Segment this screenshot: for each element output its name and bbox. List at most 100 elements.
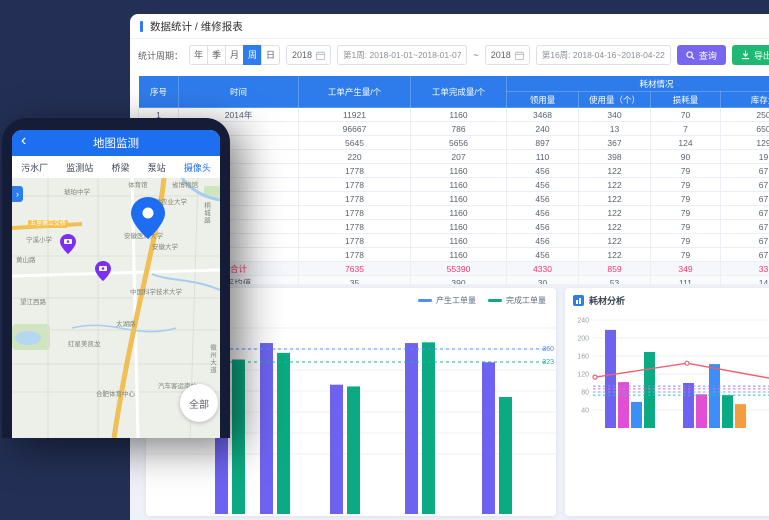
legend-item[interactable]: 产生工单量 [418,295,476,306]
selected-location-pin[interactable] [131,197,165,244]
map-label: 红星美凯龙 [68,342,101,349]
table-cell: 456 [507,192,579,206]
phone-mockup: ‹ 地图监测 污水厂监测站桥梁泵站摄像头 [2,118,230,438]
col-header: 工单产生量/个 [299,76,411,108]
filter-bar: 统计周期： 年季月周日 2018 第1周: 2018-01-01~2018-01… [130,39,769,71]
table-cell: 456 [507,206,579,220]
table-cell: 1778 [299,206,411,220]
phone-tab-桥梁[interactable]: 桥梁 [111,161,129,174]
week-range-to-input[interactable]: 第16周: 2018-04-16~2018-04-22 [536,45,671,65]
svg-text:360: 360 [542,346,554,353]
table-cell: 1160 [411,206,507,220]
table-row: 42202071103989019 [139,150,769,164]
table-row: 12014年119211160346834070250 [139,108,769,122]
table-cell: 1778 [299,178,411,192]
svg-text:80: 80 [581,390,589,397]
legend-swatch [418,299,432,302]
table-cell: 1778 [299,234,411,248]
map-label: 安徽大学 [152,245,178,252]
phone-tab-摄像头[interactable]: 摄像头 [184,161,211,174]
period-option[interactable]: 年 [189,45,208,65]
map-label: 桐城路 [202,202,209,225]
table-cell: 220 [299,150,411,164]
table-cell: 1160 [411,234,507,248]
legend-item[interactable]: 完成工单量 [488,295,546,306]
sub-header: 损耗量 [651,92,721,108]
legend-label: 产生工单量 [436,295,476,306]
table-cell: 1160 [411,192,507,206]
camera-marker[interactable] [60,234,76,259]
map-label: 徽州大道 [208,344,215,374]
table-cell: 7 [651,122,721,136]
period-option[interactable]: 月 [225,45,244,65]
table-cell: 367 [579,136,651,150]
calendar-icon [515,51,524,60]
table-cell: 250 [721,108,769,122]
phone-tab-泵站[interactable]: 泵站 [148,161,166,174]
table-cell: 1778 [299,164,411,178]
consumable-chart-title-text: 耗材分析 [589,294,625,307]
period-option[interactable]: 日 [261,45,280,65]
all-filter-button[interactable]: 全部 [180,384,218,422]
table-cell: 96667 [299,122,411,136]
map-label: 体育馆 [128,183,148,190]
table-cell: 786 [411,122,507,136]
table-cell: 1160 [411,164,507,178]
table-cell: 349 [651,262,721,276]
table-row: 356455656897367124129 [139,136,769,150]
export-excel-button[interactable]: 导出Excel [732,45,769,65]
table-cell: 1160 [411,108,507,122]
breadcrumb-text: 数据统计 / 维修报表 [150,19,243,34]
camera-marker[interactable] [95,261,111,286]
table-cell: 340 [579,108,651,122]
table-cell: 122 [579,234,651,248]
table-cell: 122 [579,220,651,234]
table-cell: 456 [507,164,579,178]
year-from-select[interactable]: 2018 [286,45,331,65]
breadcrumb-accent [140,21,143,32]
svg-text:160: 160 [577,354,589,361]
legend-swatch [488,299,502,302]
table-cell: 13 [579,122,651,136]
map-label: 中国科学技术大学 [130,290,182,297]
table-cell: 456 [507,248,579,262]
sub-header: 库存量 [721,92,769,108]
year-to-select[interactable]: 2018 [485,45,530,65]
period-option[interactable]: 季 [207,45,226,65]
svg-text:120: 120 [577,372,589,379]
table-cell: 7635 [299,262,411,276]
report-table: 序号 时间 工单产生量/个 工单完成量/个 耗材情况 领用量 使用量（个） 损耗… [138,75,769,290]
map-label: 琥珀中学 [64,190,90,197]
table-cell: 207 [411,150,507,164]
query-button[interactable]: 查询 [677,45,726,65]
phone-tab-污水厂[interactable]: 污水厂 [21,161,48,174]
week-range-from-value: 第1周: 2018-01-01~2018-01-07 [343,49,461,61]
map-view[interactable]: › 全部 体育馆省博物馆琥珀中学安徽农业大学五里墩立交桥宁溪小学安徽医科大学安徽… [12,178,220,438]
table-cell: 67 [721,178,769,192]
calendar-icon [316,51,325,60]
app-root: { "colors":{"bg":"#232f55","primary":"#2… [0,0,769,420]
map-expander-button[interactable]: › [12,186,23,202]
query-label: 查询 [699,49,717,62]
table-cell: 67 [721,220,769,234]
week-range-from-input[interactable]: 第1周: 2018-01-01~2018-01-07 [337,45,467,65]
table-cell: 110 [507,150,579,164]
table-cell: 55390 [411,262,507,276]
table-cell: 240 [507,122,579,136]
table-cell: 122 [579,178,651,192]
phone-tab-监测站[interactable]: 监测站 [66,161,93,174]
back-icon[interactable]: ‹ [21,133,26,149]
table-row: 8177811604561227967 [139,206,769,220]
svg-text:323: 323 [542,359,554,366]
table-cell: 79 [651,178,721,192]
period-option[interactable]: 周 [243,45,262,65]
map-label: 合肥体育中心 [96,392,135,399]
table-cell: 67 [721,248,769,262]
phone-tab-bar: 污水厂 监测站 桥梁 泵站 摄像头 [12,156,220,178]
table-cell: 79 [651,206,721,220]
table-cell: 67 [721,206,769,220]
